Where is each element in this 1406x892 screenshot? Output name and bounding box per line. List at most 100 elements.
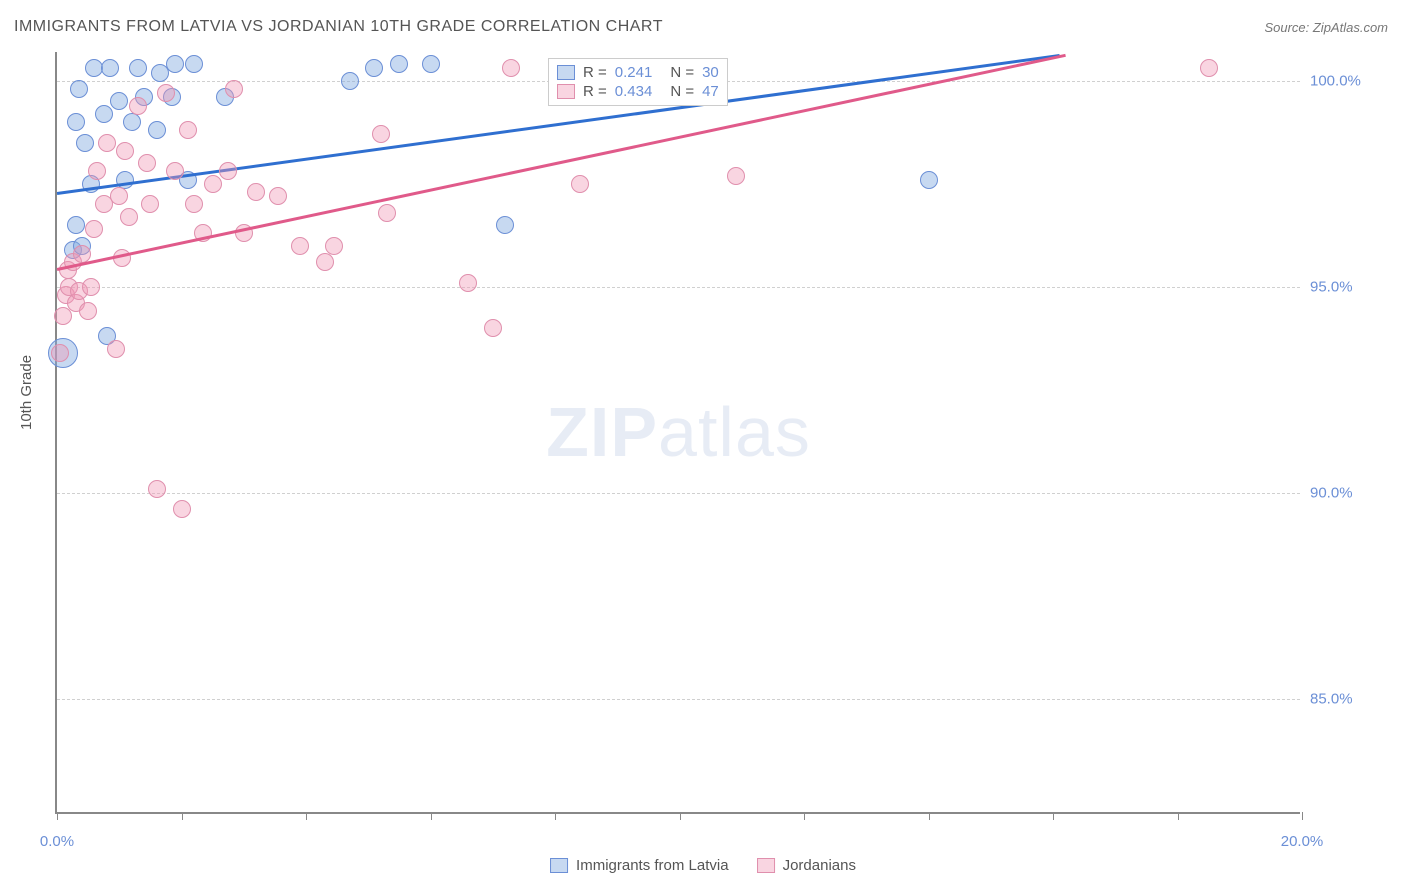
data-point [123, 113, 141, 131]
x-tick-label: 20.0% [1281, 833, 1324, 850]
data-point [291, 237, 309, 255]
data-point [185, 55, 203, 73]
watermark: ZIPatlas [546, 392, 811, 472]
legend-swatch [557, 65, 575, 80]
data-point [51, 344, 69, 362]
data-point [116, 142, 134, 160]
data-point [101, 59, 119, 77]
legend-item: Immigrants from Latvia [550, 857, 729, 874]
data-point [88, 162, 106, 180]
data-point [166, 162, 184, 180]
data-point [166, 55, 184, 73]
data-point [76, 134, 94, 152]
data-point [98, 134, 116, 152]
data-point [316, 253, 334, 271]
stat-r-value: 0.241 [615, 64, 653, 81]
stat-n-label: N = [670, 64, 694, 81]
data-point [502, 59, 520, 77]
x-tick [306, 812, 307, 820]
x-tick-label: 0.0% [40, 833, 74, 850]
stat-r-value: 0.434 [615, 83, 653, 100]
gridline [57, 493, 1300, 494]
series-legend: Immigrants from Latvia Jordanians [550, 857, 856, 874]
legend-swatch [557, 84, 575, 99]
data-point [219, 162, 237, 180]
y-tick-label: 95.0% [1310, 278, 1390, 295]
data-point [157, 84, 175, 102]
data-point [179, 121, 197, 139]
data-point [73, 245, 91, 263]
x-tick [431, 812, 432, 820]
data-point [204, 175, 222, 193]
stats-legend-row: R = 0.434 N = 47 [557, 82, 719, 101]
data-point [185, 195, 203, 213]
legend-swatch [550, 858, 568, 873]
stat-n-value: 47 [702, 83, 719, 100]
x-tick [1053, 812, 1054, 820]
x-tick [929, 812, 930, 820]
legend-item: Jordanians [757, 857, 856, 874]
data-point [247, 183, 265, 201]
data-point [107, 340, 125, 358]
x-tick [57, 812, 58, 820]
data-point [484, 319, 502, 337]
data-point [341, 72, 359, 90]
data-point [727, 167, 745, 185]
data-point [496, 216, 514, 234]
data-point [110, 92, 128, 110]
watermark-light: atlas [658, 393, 811, 471]
stat-r-label: R = [583, 83, 607, 100]
data-point [129, 97, 147, 115]
gridline [57, 287, 1300, 288]
x-tick [804, 812, 805, 820]
watermark-bold: ZIP [546, 393, 658, 471]
data-point [571, 175, 589, 193]
data-point [225, 80, 243, 98]
plot-area: ZIPatlas 85.0%90.0%95.0%100.0%0.0%20.0% [55, 52, 1300, 814]
data-point [148, 121, 166, 139]
stat-n-value: 30 [702, 64, 719, 81]
data-point [129, 59, 147, 77]
stat-n-label: N = [670, 83, 694, 100]
gridline [57, 699, 1300, 700]
data-point [95, 105, 113, 123]
data-point [85, 220, 103, 238]
data-point [378, 204, 396, 222]
y-axis-label: 10th Grade [18, 355, 35, 430]
data-point [365, 59, 383, 77]
x-tick [555, 812, 556, 820]
y-tick-label: 100.0% [1310, 72, 1390, 89]
stats-legend-row: R = 0.241 N = 30 [557, 63, 719, 82]
chart-title: IMMIGRANTS FROM LATVIA VS JORDANIAN 10TH… [14, 18, 663, 36]
data-point [390, 55, 408, 73]
x-tick [680, 812, 681, 820]
legend-swatch [757, 858, 775, 873]
data-point [116, 171, 134, 189]
data-point [269, 187, 287, 205]
x-tick [1178, 812, 1179, 820]
data-point [148, 480, 166, 498]
data-point [82, 278, 100, 296]
legend-label: Jordanians [783, 857, 856, 874]
x-tick [182, 812, 183, 820]
legend-label: Immigrants from Latvia [576, 857, 729, 874]
stat-r-label: R = [583, 64, 607, 81]
y-tick-label: 90.0% [1310, 484, 1390, 501]
data-point [1200, 59, 1218, 77]
data-point [372, 125, 390, 143]
data-point [67, 113, 85, 131]
y-tick-label: 85.0% [1310, 690, 1390, 707]
data-point [173, 500, 191, 518]
data-point [67, 216, 85, 234]
data-point [459, 274, 477, 292]
data-point [120, 208, 138, 226]
source-attribution: Source: ZipAtlas.com [1264, 20, 1388, 35]
data-point [138, 154, 156, 172]
stats-legend: R = 0.241 N = 30 R = 0.434 N = 47 [548, 58, 728, 106]
data-point [79, 302, 97, 320]
data-point [325, 237, 343, 255]
x-tick [1302, 812, 1303, 820]
data-point [920, 171, 938, 189]
data-point [422, 55, 440, 73]
data-point [141, 195, 159, 213]
